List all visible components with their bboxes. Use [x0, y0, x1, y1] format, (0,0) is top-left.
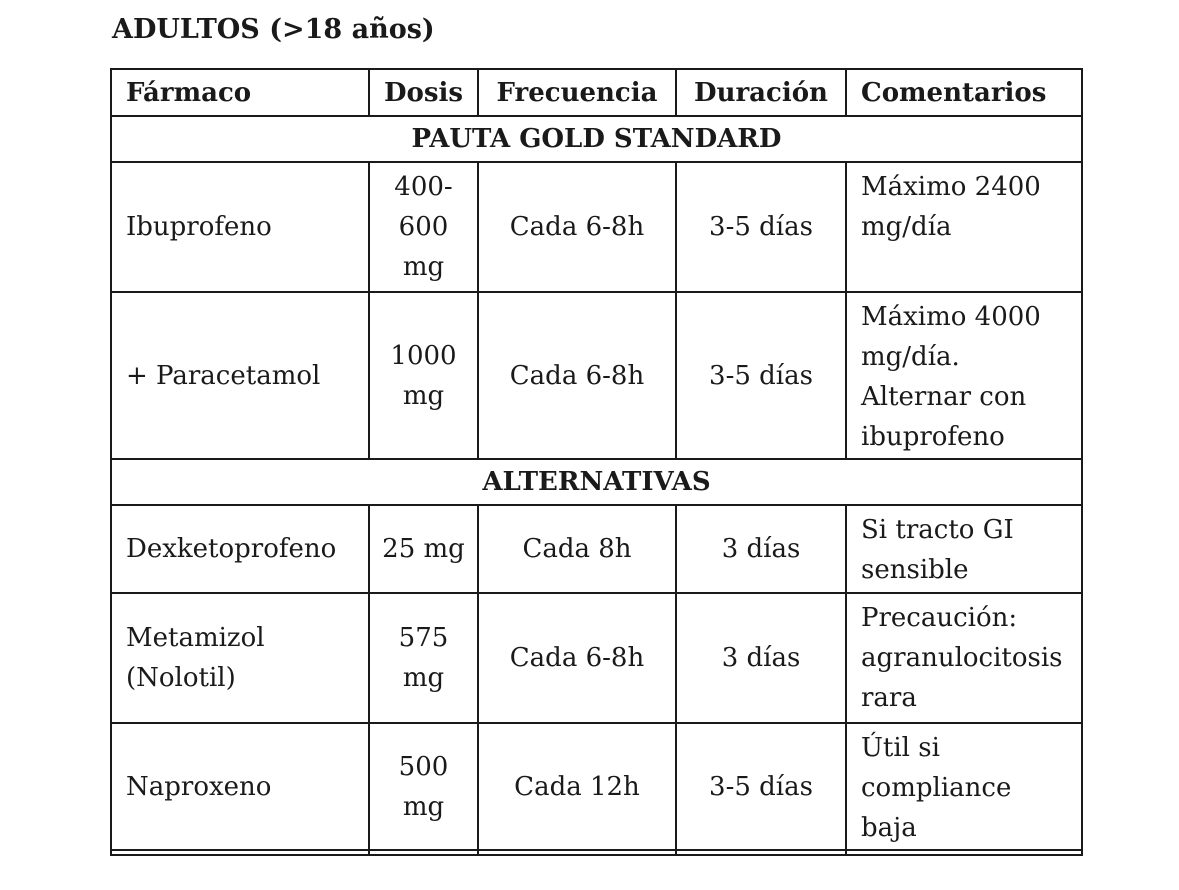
- column-header-dosis: Dosis: [368, 68, 479, 117]
- cell-farmaco: Metamizol (Nolotil): [110, 592, 370, 724]
- cell-comentarios: Precaución: agranulocitosis rara: [845, 592, 1083, 724]
- section-header-alternativas: ALTERNATIVAS: [110, 458, 1083, 506]
- cell-dosis: 25 mg: [368, 504, 479, 594]
- page-title: ADULTOS (>18 años): [112, 14, 435, 45]
- cell-frecuencia: Cada 6-8h: [477, 592, 677, 724]
- cell-duracion: 3-5 días: [675, 291, 847, 460]
- cell-farmaco: Ibuprofeno: [110, 161, 370, 293]
- cell-duracion: 3-5 días: [675, 161, 847, 293]
- column-header-duracion: Duración: [675, 68, 847, 117]
- cell-duracion: 3 días: [675, 592, 847, 724]
- cell-farmaco: Dexketoprofeno: [110, 504, 370, 594]
- column-header-farmaco: Fármaco: [110, 68, 370, 117]
- cell-frecuencia: Cada 6-8h: [477, 161, 677, 293]
- cell-dosis: 1000 mg: [368, 291, 479, 460]
- column-header-comentarios: Comentarios: [845, 68, 1083, 117]
- table-header-row: Fármaco Dosis Frecuencia Duración Coment…: [110, 68, 1083, 117]
- dosing-table: Fármaco Dosis Frecuencia Duración Coment…: [110, 68, 1083, 856]
- cell-farmaco: Naproxeno: [110, 722, 370, 851]
- table-row-dexketoprofeno: Dexketoprofeno 25 mg Cada 8h 3 días Si t…: [110, 504, 1083, 594]
- empty-cell: [368, 849, 479, 856]
- cell-frecuencia: Cada 8h: [477, 504, 677, 594]
- cell-duracion: 3 días: [675, 504, 847, 594]
- cell-frecuencia: Cada 12h: [477, 722, 677, 851]
- table-row-naproxeno: Naproxeno 500 mg Cada 12h 3-5 días Útil …: [110, 722, 1083, 851]
- cell-dosis: 500 mg: [368, 722, 479, 851]
- cell-dosis: 575 mg: [368, 592, 479, 724]
- cell-comentarios: Máximo 2400 mg/día: [845, 161, 1083, 293]
- cell-dosis: 400-600 mg: [368, 161, 479, 293]
- table-bottom-sliver-row: [110, 849, 1083, 856]
- section-header-row-alternativas: ALTERNATIVAS: [110, 458, 1083, 506]
- cell-duracion: 3-5 días: [675, 722, 847, 851]
- empty-cell: [477, 849, 677, 856]
- section-header-row-gold-standard: PAUTA GOLD STANDARD: [110, 115, 1083, 163]
- empty-cell: [110, 849, 370, 856]
- table-row-ibuprofeno: Ibuprofeno 400-600 mg Cada 6-8h 3-5 días…: [110, 161, 1083, 293]
- cell-comentarios: Máximo 4000 mg/día. Alternar con ibuprof…: [845, 291, 1083, 460]
- table-row-paracetamol: + Paracetamol 1000 mg Cada 6-8h 3-5 días…: [110, 291, 1083, 460]
- empty-cell: [675, 849, 847, 856]
- table-row-metamizol: Metamizol (Nolotil) 575 mg Cada 6-8h 3 d…: [110, 592, 1083, 724]
- section-header-gold-standard: PAUTA GOLD STANDARD: [110, 115, 1083, 163]
- cell-comentarios: Útil si compliance baja: [845, 722, 1083, 851]
- cell-comentarios: Si tracto GI sensible: [845, 504, 1083, 594]
- cell-frecuencia: Cada 6-8h: [477, 291, 677, 460]
- column-header-frecuencia: Frecuencia: [477, 68, 677, 117]
- empty-cell: [845, 849, 1083, 856]
- cell-farmaco: + Paracetamol: [110, 291, 370, 460]
